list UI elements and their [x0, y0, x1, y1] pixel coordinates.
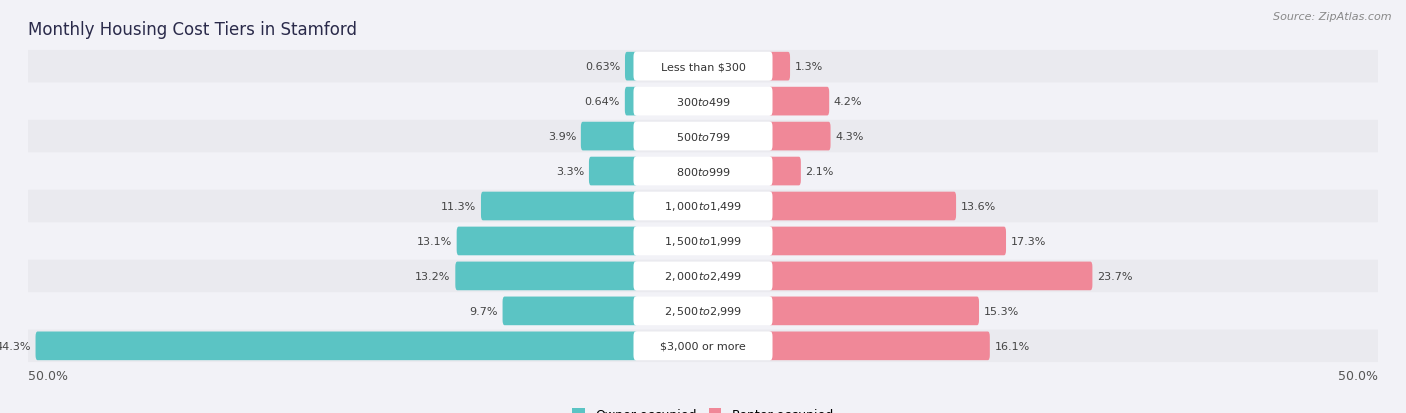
FancyBboxPatch shape [634, 332, 772, 360]
FancyBboxPatch shape [581, 122, 637, 151]
FancyBboxPatch shape [28, 225, 1378, 258]
Text: $300 to $499: $300 to $499 [675, 96, 731, 108]
FancyBboxPatch shape [634, 227, 772, 256]
Text: $500 to $799: $500 to $799 [675, 131, 731, 143]
FancyBboxPatch shape [481, 192, 637, 221]
FancyBboxPatch shape [769, 297, 979, 325]
FancyBboxPatch shape [634, 122, 772, 151]
Text: 4.2%: 4.2% [834, 97, 862, 107]
Text: 44.3%: 44.3% [0, 341, 31, 351]
Text: 13.1%: 13.1% [416, 236, 451, 247]
FancyBboxPatch shape [28, 121, 1378, 153]
FancyBboxPatch shape [769, 227, 1007, 256]
Text: 23.7%: 23.7% [1097, 271, 1133, 281]
Text: 15.3%: 15.3% [984, 306, 1019, 316]
FancyBboxPatch shape [634, 297, 772, 325]
Text: $1,500 to $1,999: $1,500 to $1,999 [664, 235, 742, 248]
FancyBboxPatch shape [769, 332, 990, 360]
Text: 1.3%: 1.3% [794, 62, 823, 72]
FancyBboxPatch shape [28, 85, 1378, 118]
Text: 17.3%: 17.3% [1011, 236, 1046, 247]
FancyBboxPatch shape [769, 262, 1092, 291]
Text: Less than $300: Less than $300 [661, 62, 745, 72]
FancyBboxPatch shape [769, 157, 801, 186]
FancyBboxPatch shape [589, 157, 637, 186]
Text: 13.2%: 13.2% [415, 271, 450, 281]
Text: 50.0%: 50.0% [28, 369, 67, 382]
FancyBboxPatch shape [28, 190, 1378, 223]
Text: Source: ZipAtlas.com: Source: ZipAtlas.com [1274, 12, 1392, 22]
FancyBboxPatch shape [502, 297, 637, 325]
Text: 0.64%: 0.64% [585, 97, 620, 107]
FancyBboxPatch shape [35, 332, 637, 360]
Text: Monthly Housing Cost Tiers in Stamford: Monthly Housing Cost Tiers in Stamford [28, 21, 357, 38]
Text: 11.3%: 11.3% [441, 202, 477, 211]
FancyBboxPatch shape [634, 88, 772, 116]
Text: 3.9%: 3.9% [548, 132, 576, 142]
Text: $3,000 or more: $3,000 or more [661, 341, 745, 351]
FancyBboxPatch shape [457, 227, 637, 256]
Text: $800 to $999: $800 to $999 [675, 166, 731, 178]
Text: 50.0%: 50.0% [1339, 369, 1378, 382]
Text: 16.1%: 16.1% [994, 341, 1029, 351]
Text: $2,500 to $2,999: $2,500 to $2,999 [664, 305, 742, 318]
Text: 2.1%: 2.1% [806, 166, 834, 177]
Text: 4.3%: 4.3% [835, 132, 863, 142]
FancyBboxPatch shape [626, 53, 637, 81]
FancyBboxPatch shape [769, 53, 790, 81]
FancyBboxPatch shape [634, 262, 772, 291]
Text: 0.63%: 0.63% [585, 62, 620, 72]
FancyBboxPatch shape [28, 295, 1378, 328]
Text: 13.6%: 13.6% [960, 202, 995, 211]
FancyBboxPatch shape [634, 192, 772, 221]
FancyBboxPatch shape [28, 155, 1378, 188]
FancyBboxPatch shape [634, 53, 772, 81]
Text: $1,000 to $1,499: $1,000 to $1,499 [664, 200, 742, 213]
Legend: Owner-occupied, Renter-occupied: Owner-occupied, Renter-occupied [568, 404, 838, 413]
FancyBboxPatch shape [28, 260, 1378, 292]
FancyBboxPatch shape [28, 51, 1378, 83]
FancyBboxPatch shape [456, 262, 637, 291]
FancyBboxPatch shape [769, 192, 956, 221]
Text: 3.3%: 3.3% [555, 166, 585, 177]
Text: $2,000 to $2,499: $2,000 to $2,499 [664, 270, 742, 283]
FancyBboxPatch shape [769, 122, 831, 151]
FancyBboxPatch shape [624, 88, 637, 116]
FancyBboxPatch shape [769, 88, 830, 116]
Text: 9.7%: 9.7% [470, 306, 498, 316]
FancyBboxPatch shape [634, 157, 772, 186]
FancyBboxPatch shape [28, 330, 1378, 362]
